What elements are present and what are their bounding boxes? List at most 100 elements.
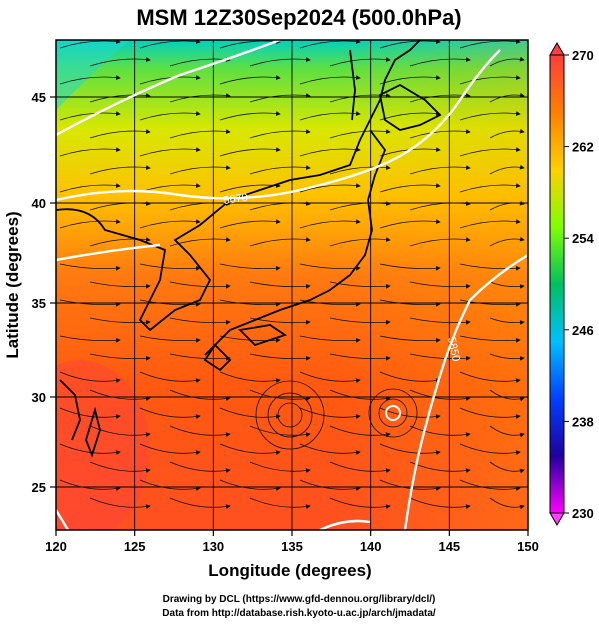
japan-honshu: [204, 129, 387, 356]
streamline: [219, 371, 281, 384]
contour-label-5850: 5850: [445, 336, 462, 362]
streamline: [169, 237, 231, 247]
x-tick-label: 120: [45, 539, 67, 554]
streamline: [299, 75, 361, 85]
streamline: [329, 237, 391, 247]
streamline: [299, 335, 361, 343]
streamline: [379, 407, 441, 420]
streamline: [169, 317, 231, 325]
colorbar-tick-label: 230: [572, 506, 594, 521]
colorbar: 270 262 254 246 238 230: [549, 42, 594, 526]
streamline: [59, 147, 121, 157]
streamline: [139, 407, 201, 420]
streamline: [249, 281, 311, 289]
streamline: [89, 281, 151, 289]
streamline: [299, 479, 361, 492]
height-contours: [56, 40, 528, 530]
streamline: [299, 219, 361, 229]
streamline: [329, 57, 391, 67]
credit-line-1: Drawing by DCL (https://www.gfd-dennou.o…: [163, 594, 436, 605]
colorbar-tick-label: 254: [572, 231, 594, 246]
streamline: [59, 479, 121, 492]
japan-kyushu: [203, 343, 232, 372]
streamline: [59, 219, 121, 229]
streamline: [459, 299, 521, 307]
streamline: [169, 165, 231, 175]
streamline: [459, 371, 521, 384]
streamline: [139, 371, 201, 384]
streamline: [59, 183, 121, 193]
contour-label-5670: 5670: [223, 192, 249, 207]
streamline: [249, 497, 311, 510]
colorbar-tick-label: 262: [572, 140, 594, 155]
streamline: [329, 497, 391, 510]
streamline: [409, 353, 471, 361]
streamline: [489, 497, 525, 510]
streamline: [379, 40, 441, 49]
streamline: [249, 165, 311, 175]
streamline: [459, 147, 521, 157]
streamline: [169, 281, 231, 289]
streamline: [459, 183, 521, 193]
streamline: [299, 443, 361, 456]
colorbar-tick-label: 246: [572, 323, 594, 338]
streamline: [409, 129, 471, 139]
streamline: [379, 335, 441, 343]
streamline: [459, 335, 521, 343]
streamline: [329, 317, 391, 325]
streamline: [459, 479, 521, 492]
streamline: [139, 443, 201, 456]
streamline: [249, 237, 311, 247]
streamline: [89, 353, 151, 361]
x-axis-label: Longitude (degrees): [208, 561, 371, 580]
streamline: [329, 425, 391, 438]
streamline: [139, 219, 201, 229]
streamline: [89, 93, 151, 103]
streamline: [489, 92, 525, 103]
streamline: [139, 263, 201, 271]
contour-5670: [56, 49, 501, 202]
streamline: [219, 299, 281, 307]
streamline: [329, 201, 391, 211]
streamline: [169, 353, 231, 361]
streamline: [139, 111, 201, 121]
streamline: [59, 111, 121, 121]
coastlines: [56, 40, 442, 458]
y-tick-label: 45: [32, 90, 46, 105]
streamline: [409, 57, 471, 67]
streamline: [59, 407, 121, 420]
streamline: [329, 353, 391, 361]
streamline: [59, 371, 121, 384]
streamline: [249, 201, 311, 211]
streamline: [459, 219, 521, 229]
streamline: [329, 93, 391, 103]
x-tick-label: 145: [438, 539, 460, 554]
streamline: [219, 147, 281, 157]
colorbar-tick-label: 270: [572, 48, 594, 63]
typhoon-vortex: [385, 405, 401, 421]
streamline: [59, 75, 121, 85]
streamline: [59, 335, 121, 343]
credit-line-2: Data from http://database.rish.kyoto-u.a…: [162, 608, 436, 619]
streamline: [139, 299, 201, 307]
map-title: MSM 12Z30Sep2024 (500.0hPa): [136, 5, 461, 30]
streamline: [489, 353, 525, 361]
streamline: [329, 281, 391, 289]
y-tick-label: 25: [32, 480, 46, 495]
streamline: [379, 263, 441, 271]
y-tick-label: 30: [32, 390, 46, 405]
streamline: [489, 56, 525, 67]
streamline: [59, 40, 121, 49]
streamline: [409, 389, 471, 402]
grid-lines: [56, 40, 528, 530]
streamline: [489, 389, 525, 402]
colorbar-bottom-arrow: [549, 512, 565, 526]
streamline: [409, 201, 471, 211]
streamline: [459, 407, 521, 420]
streamline: [89, 57, 151, 67]
streamline: [409, 497, 471, 510]
streamline: [219, 219, 281, 229]
contour-5850: [403, 253, 528, 530]
streamline: [219, 111, 281, 121]
streamline: [489, 461, 525, 474]
